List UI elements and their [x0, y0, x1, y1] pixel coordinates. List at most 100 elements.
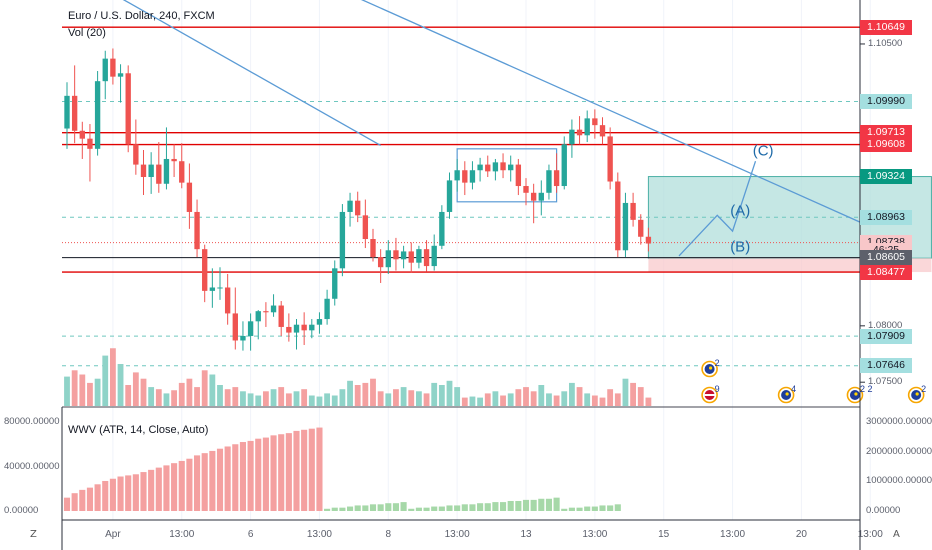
price-tag[interactable]: 1.08605 — [860, 250, 912, 266]
candle — [561, 136, 567, 190]
candle-body — [446, 180, 453, 212]
wwv-bar — [477, 503, 484, 511]
candle — [607, 127, 613, 190]
candles[interactable] — [64, 48, 652, 351]
candle-body — [316, 319, 323, 325]
candle — [347, 192, 353, 227]
event-icon-count: 9 — [715, 384, 720, 394]
volume-bar — [247, 393, 254, 406]
candle-body — [247, 321, 254, 336]
candle-body — [515, 164, 522, 187]
candle-body — [355, 200, 361, 216]
time-label: 6 — [247, 529, 254, 540]
price-tag[interactable]: 1.09990 — [860, 93, 912, 109]
volume-bar — [293, 391, 300, 406]
wwv-bar — [247, 440, 254, 511]
wwv-bar — [102, 480, 109, 511]
wwv-bar — [209, 450, 216, 511]
eu-event-icon: 2 — [701, 358, 720, 378]
eu-event-icon: 4 — [777, 384, 796, 404]
candle — [530, 183, 537, 224]
wwv-bar — [561, 508, 568, 511]
price-tag[interactable]: 1.07646 — [860, 358, 912, 374]
auto-scale-toggle[interactable]: A — [893, 529, 900, 540]
candle — [140, 149, 147, 196]
price-tag[interactable]: 1.10649 — [860, 19, 912, 35]
candle-body — [240, 335, 246, 341]
wwv-left-label: 40000.00000 — [4, 460, 60, 472]
price-tag[interactable]: 1.09324 — [860, 169, 912, 185]
volume-bar — [79, 374, 86, 406]
wwv-bar — [553, 497, 560, 511]
volume-bar — [217, 385, 223, 406]
wwv-bar — [79, 489, 86, 511]
price-tag[interactable]: 1.08477 — [860, 264, 912, 280]
candle-body — [385, 250, 391, 268]
candle — [171, 144, 177, 178]
candle — [362, 199, 369, 249]
volume-bar — [637, 387, 644, 406]
volume-bar — [408, 390, 415, 406]
candle — [263, 302, 269, 327]
candle — [117, 64, 124, 103]
volume-bar — [438, 385, 445, 406]
price-tag[interactable]: 1.09608 — [860, 137, 912, 153]
wave-label: (A) — [730, 202, 750, 219]
candle-body — [133, 144, 139, 165]
timezone-toggle[interactable]: Z — [30, 529, 37, 540]
candle-body — [569, 129, 575, 145]
candle — [194, 199, 200, 258]
price-tag[interactable]: 1.08963 — [860, 209, 912, 225]
candle-body — [592, 118, 598, 126]
volume-bar — [561, 391, 568, 406]
candle-body — [171, 158, 177, 162]
wwv-bar — [171, 463, 178, 511]
candle-body — [462, 170, 468, 183]
volume-bar — [446, 380, 453, 406]
candle-body — [638, 219, 644, 237]
time-label: 13:00 — [720, 529, 746, 540]
price-tag[interactable]: 1.09713 — [860, 125, 912, 141]
candle-body — [79, 130, 85, 139]
wwv-bar — [86, 487, 94, 511]
candle — [286, 313, 292, 342]
candle-body — [94, 81, 101, 149]
wwv-bar — [576, 507, 583, 511]
wwv-bar — [461, 504, 468, 511]
candle — [339, 204, 346, 277]
candle — [477, 157, 483, 182]
volume-bar — [163, 393, 170, 406]
candle-body — [508, 164, 514, 171]
candle-body — [553, 170, 560, 187]
wwv-bar — [568, 507, 575, 511]
wwv-bar — [538, 498, 545, 511]
trendlines[interactable] — [82, 0, 861, 223]
volume-bar — [94, 378, 101, 406]
volume-bar — [155, 389, 162, 406]
volume-bar — [331, 395, 338, 406]
wwv-bar — [331, 507, 338, 511]
price-tag[interactable]: 1.07909 — [860, 328, 912, 344]
candle-body — [209, 287, 216, 291]
volume-bar — [308, 395, 315, 406]
volume-bar — [362, 382, 369, 406]
candle-body — [485, 164, 491, 172]
candle-body — [278, 305, 284, 327]
candle — [148, 152, 154, 194]
volume-bar — [316, 396, 323, 406]
candle-body — [64, 95, 70, 129]
abc-wave-path — [678, 161, 757, 257]
candle — [125, 65, 131, 153]
candle-body — [416, 249, 422, 263]
wave-drawing[interactable]: (A) (B) (C) — [678, 143, 774, 257]
wwv-bar — [239, 442, 247, 511]
event-icon-count: 4 — [791, 384, 796, 394]
volume-bar — [607, 389, 614, 406]
candle — [638, 214, 644, 245]
event-icon-count: 2 — [715, 358, 720, 368]
wwv-bar — [308, 428, 315, 511]
candle-body — [538, 192, 544, 201]
event-icons[interactable]: 2 9 4 2 2 2 — [701, 358, 926, 404]
candle-body — [156, 164, 162, 184]
